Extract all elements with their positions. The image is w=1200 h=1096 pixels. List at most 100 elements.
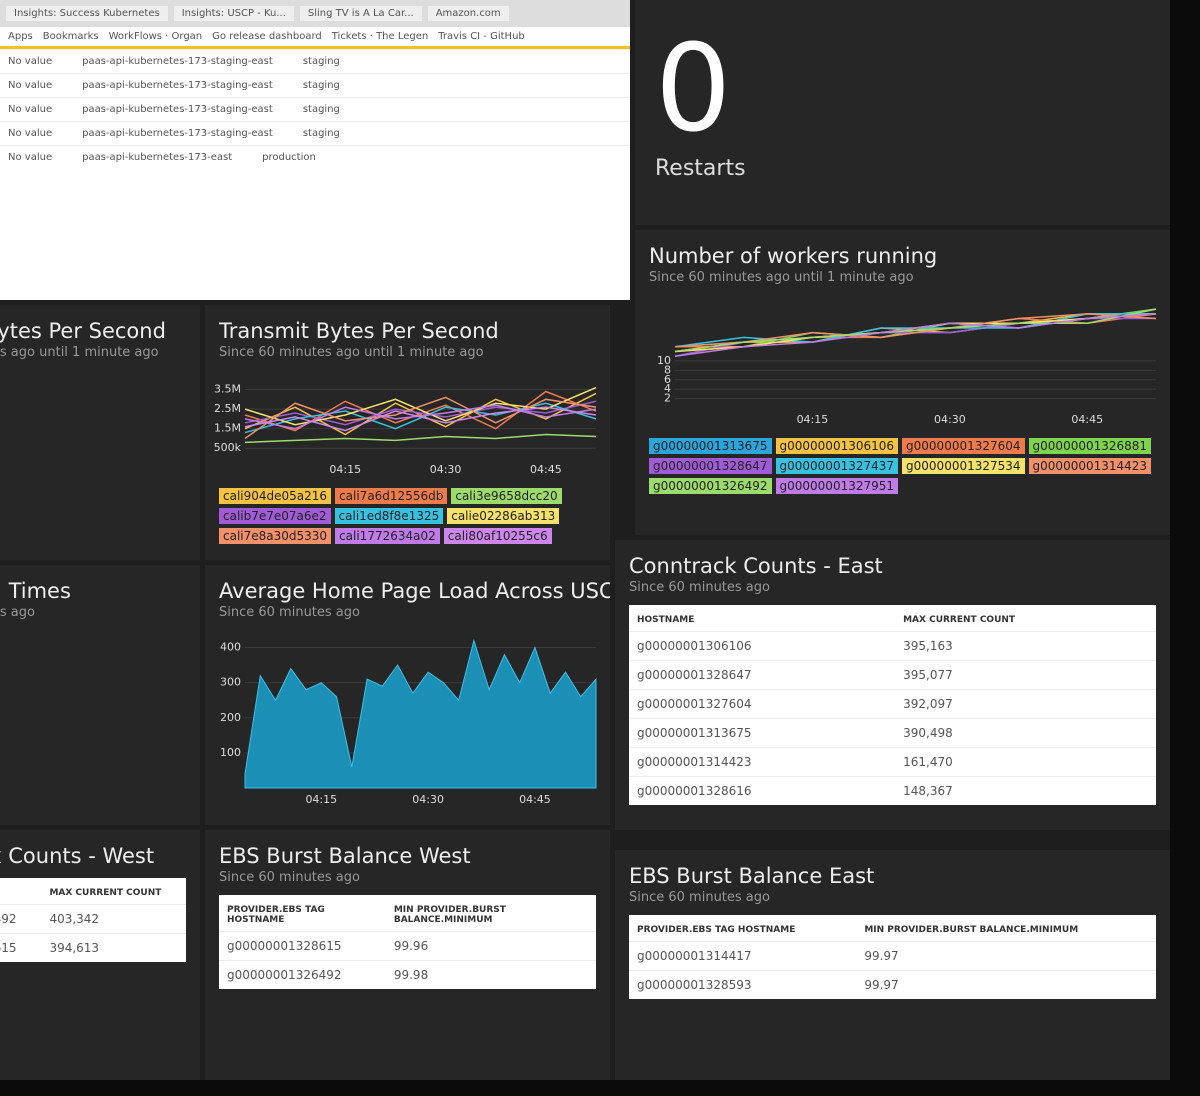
table-row: g00000001314417 99.97 (629, 941, 1156, 971)
panel-subtitle: Since 60 minutes ago until 1 minute ago (649, 270, 914, 285)
series-line (244, 404, 597, 430)
cell: g00000001328616 (629, 776, 896, 805)
column-header: MIN PROVIDER.BURST BALANCE.MINIMUM (864, 925, 1079, 935)
panel-subtitle: Since 60 minutes ago (629, 890, 770, 905)
header-row: HOSTNAME MAX CURRENT COUNT (0, 878, 186, 905)
y-tick-label: 500k (214, 441, 242, 454)
table-holder: PROVIDER.EBS TAG HOSTNAME MIN PROVIDER.BU… (615, 915, 1170, 999)
panel: 0 Restarts (635, 0, 1170, 225)
header-row: PROVIDER.EBS TAG HOSTNAME MIN PROVIDER.BU… (219, 895, 596, 932)
legend-chip: g00000001327534 (902, 458, 1025, 474)
table: PROVIDER.EBS TAG HOSTNAME MIN PROVIDER.BU… (629, 915, 1156, 999)
series-line (244, 402, 597, 434)
cell: paas-api-kubernetes-173-staging-east (82, 56, 273, 67)
y-tick-label: 2.5M (214, 402, 241, 415)
panel-subtitle: Since 60 minutes ago (0, 605, 35, 620)
panel: Conntrack Counts - West HOSTNAME MAX CURR… (0, 830, 200, 1080)
cell: g00000001327604 (629, 689, 896, 719)
cell: g00000001326492 (219, 960, 386, 989)
y-tick-label: 8 (664, 363, 671, 376)
table-row: g00000001327604 392,097 (629, 689, 1156, 719)
table-row: g00000001313675 390,498 (629, 718, 1156, 748)
legend: cali904de05a216 cali7a6d12556db cali3e9658… (219, 488, 596, 544)
dashboard: Insights: Success Kubernetes Insights: US… (0, 0, 1170, 1080)
browser-window: Insights: Success Kubernetes Insights: US… (0, 0, 630, 300)
y-tick-label: 100 (220, 746, 241, 759)
legend-chip: g00000001313675 (649, 438, 772, 454)
cell: 395,163 (895, 631, 1156, 661)
panel-title: Conntrack Counts - East (629, 554, 883, 578)
panel: Average Home Page Load Across USCP Since… (205, 565, 610, 825)
cell: 99.97 (856, 941, 1156, 971)
cell: No value (8, 80, 53, 91)
tab: Insights: Success Kubernetes (6, 6, 168, 21)
panel-title: EBS Burst Balance West (219, 844, 471, 868)
table-row: g00000001326492 99.98 (219, 960, 596, 989)
table: PROVIDER.EBS TAG HOSTNAME MIN PROVIDER.BU… (219, 895, 596, 989)
area (244, 638, 597, 789)
table-row: g00000001328647 395,077 (629, 660, 1156, 690)
cell: staging (302, 128, 340, 139)
chart: 500k 1.5M 2.5M 3.5M 04:15 04:30 04:45 (214, 383, 597, 476)
cell: staging (302, 104, 340, 115)
panel: Receive Bytes Per Second Since 60 minute… (0, 305, 200, 560)
panel-title: Receive Bytes Per Second (0, 319, 166, 343)
column-header: HOSTNAME (637, 615, 695, 625)
y-tick-label: 200 (220, 711, 241, 724)
series-line (674, 308, 1157, 353)
y-tick-label: 10 (657, 354, 671, 367)
bookmark: Go release dashboard (212, 31, 322, 42)
panel-subtitle: Since 60 minutes ago until 1 minute ago (0, 345, 159, 360)
cell: 394,613 (41, 933, 186, 962)
bookmark: Tickets · The Legen (331, 31, 429, 42)
cell: 161,470 (895, 747, 1156, 777)
panel: EBS Burst Balance East Since 60 minutes … (615, 850, 1170, 1080)
cell: g00000001314423 (629, 747, 896, 777)
header-row: PROVIDER.EBS TAG HOSTNAME MIN PROVIDER.BU… (629, 915, 1156, 942)
y-tick-label: 4 (664, 382, 671, 395)
cell: staging (302, 56, 340, 67)
restarts-label: Restarts (655, 156, 746, 181)
table-row: g00000001314423 161,470 (629, 747, 1156, 777)
panel-title: Conntrack Counts - West (0, 844, 155, 868)
legend-chip: g00000001327604 (902, 438, 1025, 454)
x-tick-label: 04:45 (519, 793, 551, 806)
legend-chip: g00000001327437 (775, 458, 899, 474)
header-row: HOSTNAME MAX CURRENT COUNT (629, 605, 1156, 632)
series-line (244, 396, 597, 440)
tab: Insights: USCP - Ku... (173, 6, 294, 21)
table-holder: HOSTNAME MAX CURRENT COUNT g00000001326492… (0, 878, 200, 962)
cell: g00000001314417 (629, 941, 857, 971)
cell: g00000001326492 (0, 904, 42, 934)
cell: paas-api-kubernetes-173-staging-east (82, 128, 273, 139)
x-tick-label: 04:30 (430, 463, 462, 476)
series-line (244, 433, 597, 444)
series-line (244, 400, 597, 426)
cell: paas-api-kubernetes-173-east (82, 152, 233, 163)
browser-table: No value paas-api-kubernetes-173-staging-… (0, 49, 630, 169)
panel: Conntrack Counts - East Since 60 minutes… (615, 540, 1170, 830)
legend-chip: cali904de05a216 (219, 488, 332, 504)
browser-row: No value paas-api-kubernetes-173-staging-… (0, 121, 630, 145)
y-tick-label: 6 (664, 373, 671, 386)
y-tick-label: 300 (220, 676, 241, 689)
table-holder: PROVIDER.EBS TAG HOSTNAME MIN PROVIDER.BU… (205, 895, 610, 989)
panel-title: Page Load Times (0, 579, 71, 603)
legend-chip: cali80af10255c6 (443, 528, 552, 544)
chart: 100 200 300 400 04:15 04:30 04:45 (220, 638, 597, 806)
cell: No value (8, 56, 53, 67)
panel-title: EBS Burst Balance East (629, 864, 875, 888)
series-line (674, 313, 1157, 348)
x-tick-label: 04:15 (305, 793, 337, 806)
legend-chip: g00000001328647 (649, 458, 772, 474)
y-tick-label: 1.5M (214, 422, 241, 435)
legend-chip: g00000001327951 (775, 478, 899, 494)
x-tick-label: 04:45 (530, 463, 562, 476)
panel: Page Load Times Since 60 minutes ago (0, 565, 200, 825)
bookmark: Travis CI - GitHub (438, 31, 525, 42)
cell: g00000001328647 (629, 660, 896, 690)
column-header: PROVIDER.EBS TAG HOSTNAME (637, 925, 796, 935)
cell: g00000001313675 (629, 718, 896, 748)
legend-chip: cali1ed8f8e1325 (334, 508, 444, 524)
